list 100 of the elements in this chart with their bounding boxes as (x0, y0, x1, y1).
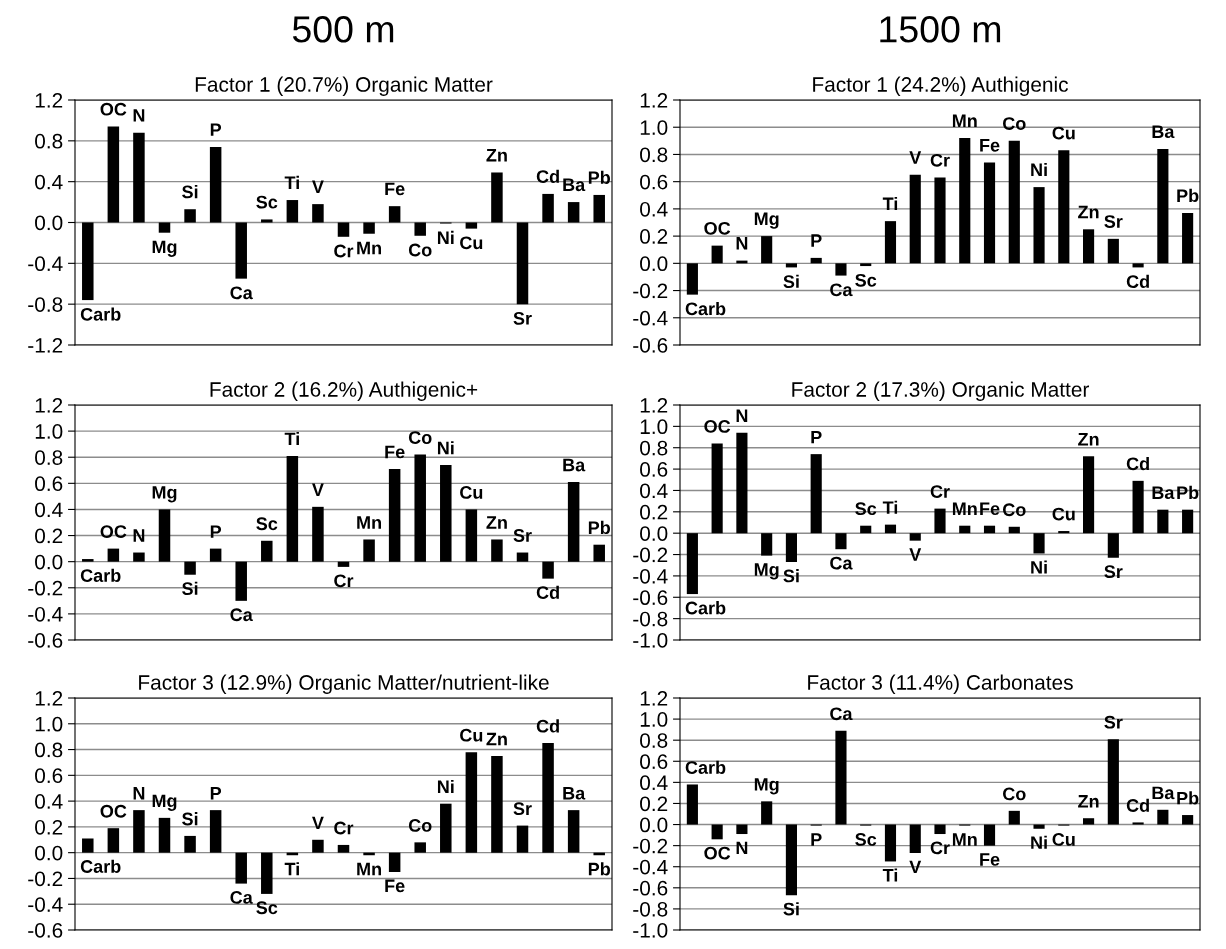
category-label: N (736, 409, 748, 422)
bar (1182, 815, 1194, 825)
y-tick-label: 0.0 (35, 845, 63, 861)
category-label: Mg (754, 778, 779, 795)
bar (934, 177, 946, 264)
chart-title: Factor 1 (24.2%) Authigenic (813, 76, 1068, 96)
category-label: Ba (563, 178, 586, 192)
y-tick-label: -0.6 (633, 590, 668, 606)
bar (158, 817, 171, 853)
y-tick-label: -0.8 (28, 297, 63, 312)
chart-title: Factor 3 (12.9%) Organic Matter/nutrient-like (139, 674, 549, 694)
category-label: Ti (882, 500, 898, 514)
bar (107, 548, 120, 562)
category-label: Ni (1031, 162, 1047, 177)
category-label: N (133, 529, 145, 542)
category-label: Co (408, 819, 432, 832)
bar (761, 533, 773, 556)
category-label: Carb (80, 568, 121, 582)
y-tick-label: 1.0 (35, 424, 63, 439)
category-label: Zn (486, 148, 507, 162)
bar (983, 824, 996, 846)
y-tick-label: -0.6 (633, 338, 668, 353)
y-tick-label: 0.0 (35, 554, 63, 570)
category-label: Cr (334, 574, 354, 588)
bar (761, 801, 773, 825)
y-tick-label: 1.2 (640, 691, 668, 706)
bar (465, 509, 478, 562)
category-label: Sc (855, 502, 877, 516)
category-label: Pb (1177, 485, 1199, 500)
y-tick-label: 0.0 (640, 256, 668, 272)
y-tick-label: -0.4 (633, 859, 668, 875)
bar (388, 206, 401, 223)
bar (542, 561, 554, 579)
y-tick-label: 0.8 (35, 133, 63, 149)
category-label: Ti (284, 432, 299, 446)
bar (158, 222, 171, 233)
bar (959, 138, 971, 264)
category-label: P (210, 787, 222, 800)
bar (312, 204, 324, 223)
category-label: Zn (486, 732, 507, 746)
y-tick-label: 0.6 (35, 768, 63, 784)
y-tick-label: -1.0 (633, 633, 668, 648)
bar (567, 482, 580, 562)
category-label: Mn (357, 862, 381, 876)
category-label: Zn (1078, 795, 1099, 808)
category-label: Ti (284, 862, 299, 876)
y-tick-label: 0.0 (640, 526, 668, 541)
bar (516, 552, 529, 562)
y-tick-label: 0.8 (35, 450, 63, 465)
bar (414, 222, 426, 236)
bar (1132, 480, 1144, 534)
category-label: Co (1002, 787, 1026, 801)
bar (465, 222, 478, 229)
category-label: Ti (882, 196, 898, 211)
bar (261, 540, 273, 562)
bar (491, 172, 503, 223)
y-tick-label: 1.2 (35, 398, 63, 413)
bar (810, 454, 822, 534)
y-tick-label: 0.2 (640, 796, 668, 812)
bar (1058, 150, 1070, 264)
category-label: Ca (830, 707, 853, 721)
category-label: Si (182, 581, 198, 596)
bar (209, 548, 222, 562)
bar (542, 193, 554, 223)
bar (1008, 526, 1020, 534)
bar (516, 222, 529, 305)
category-label: Mn (952, 502, 977, 515)
bar (1083, 456, 1095, 534)
category-label: V (909, 151, 922, 164)
category-label: P (210, 123, 222, 136)
y-tick-label: 0.4 (35, 502, 63, 518)
y-tick-label: -0.2 (633, 547, 668, 563)
y-tick-label: 0.2 (35, 819, 63, 835)
bar (1107, 238, 1119, 264)
y-tick-label: 1.2 (35, 691, 63, 706)
bar (983, 525, 996, 534)
category-label: Carb (685, 760, 726, 774)
bar (133, 810, 145, 853)
category-label: Sc (256, 901, 278, 915)
bar (1182, 212, 1194, 264)
bar (465, 752, 478, 853)
bar (337, 844, 350, 853)
y-tick-label: -1.2 (28, 338, 63, 353)
category-label: Cu (460, 236, 483, 250)
bar (1008, 140, 1020, 264)
category-label: Cu (460, 728, 483, 742)
category-label: Pb (1177, 791, 1199, 805)
bar (909, 533, 921, 541)
category-label: Mg (152, 794, 177, 811)
category-label: Mn (952, 833, 977, 846)
bar (567, 810, 580, 853)
bar (440, 465, 452, 562)
y-tick-label: 1.0 (35, 716, 63, 732)
category-label: Mg (754, 212, 779, 229)
category-label: Cr (930, 841, 950, 855)
category-label: Carb (80, 859, 121, 873)
y-tick-label: 0.4 (640, 201, 668, 217)
bar (1033, 824, 1045, 829)
category-label: Sc (855, 273, 877, 287)
category-label: V (909, 860, 922, 874)
